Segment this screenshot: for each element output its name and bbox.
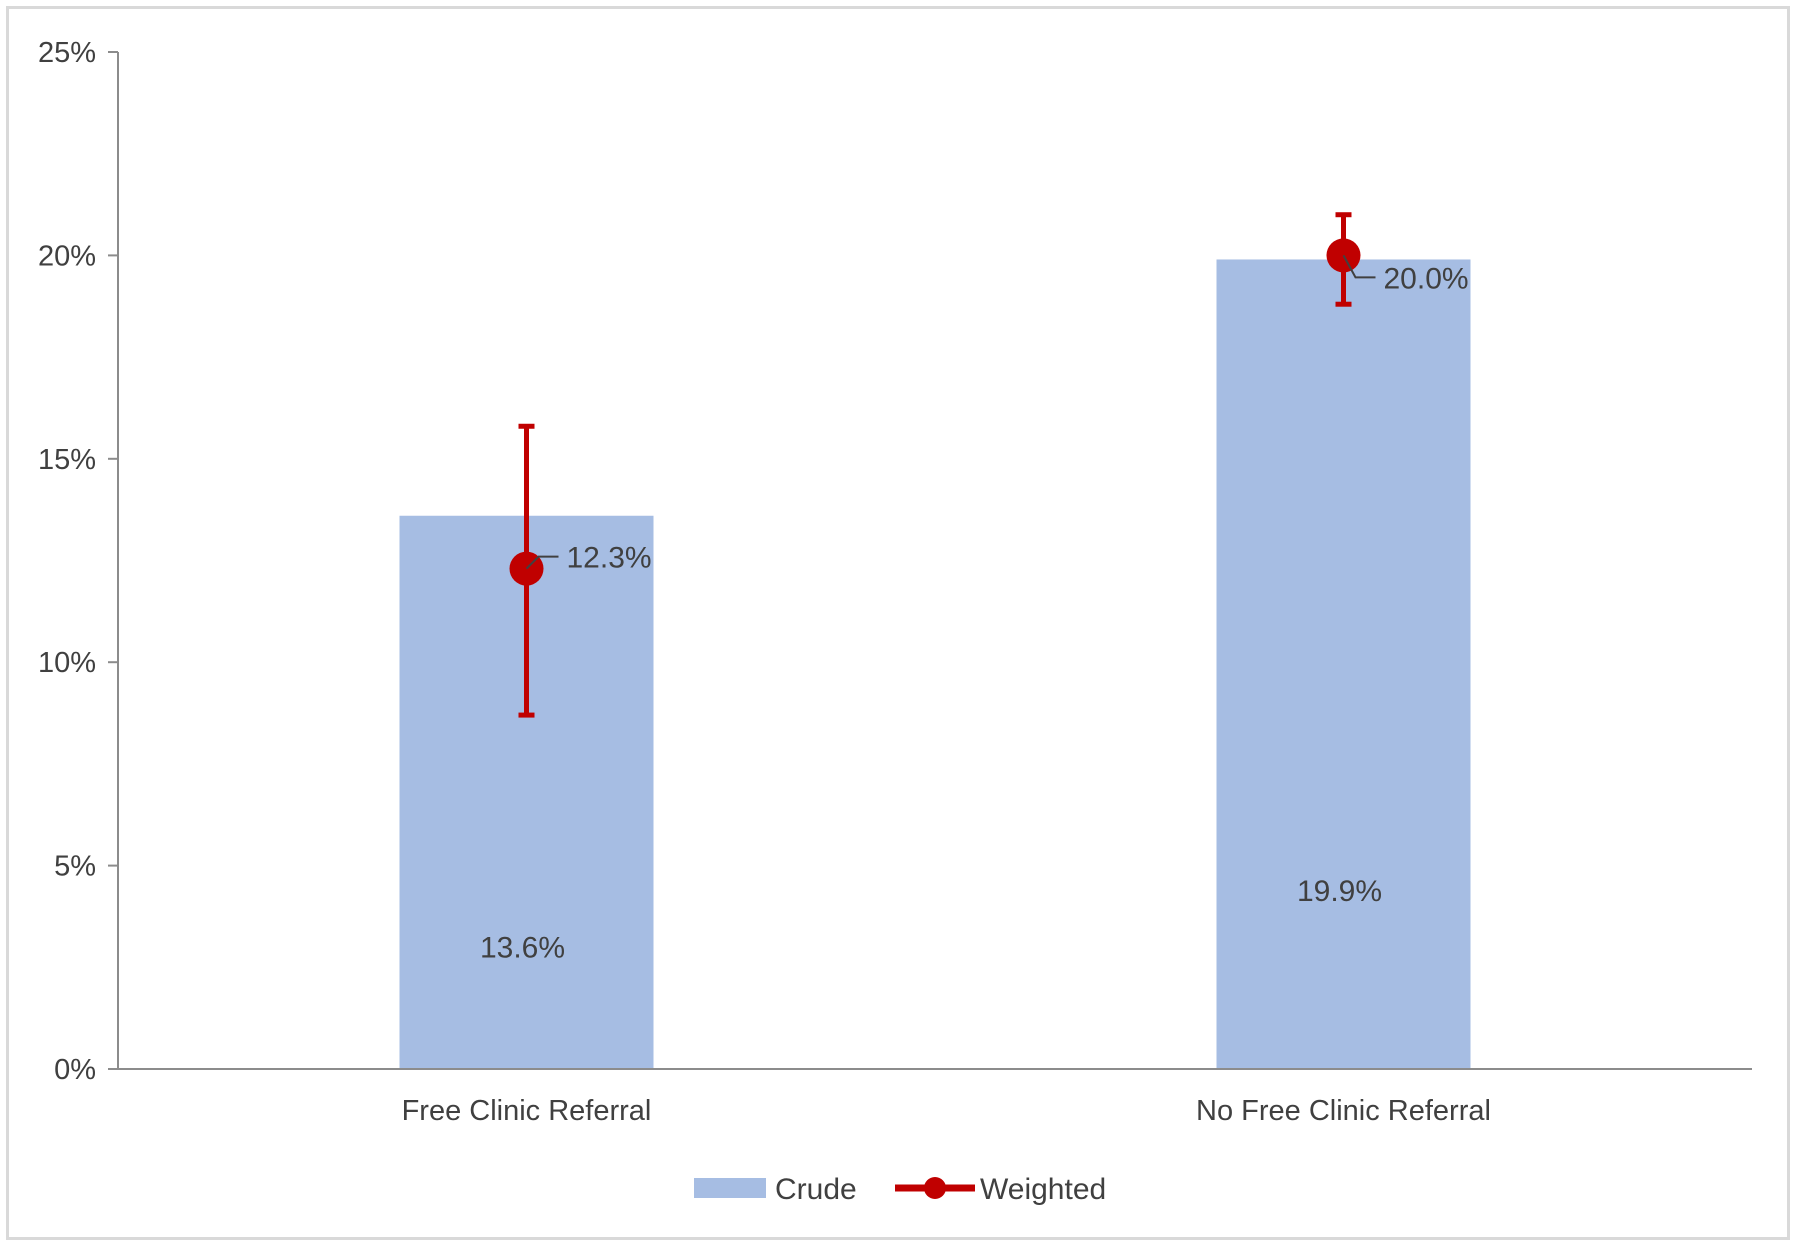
y-tick-label: 5%: [54, 851, 96, 883]
bar-chart: 0% 5% 10% 15% 20% 25% Free Clinic Referral No …: [38, 37, 1752, 1206]
bar-crude-1: [1216, 259, 1471, 1069]
y-tick-label: 20%: [38, 240, 96, 272]
y-tick-label: 0%: [54, 1054, 96, 1086]
point-value-label: 12.3%: [567, 542, 652, 575]
bar-value-label: 19.9%: [1297, 875, 1382, 908]
bar-value-label: 13.6%: [480, 931, 565, 964]
legend-label-crude: Crude: [775, 1173, 857, 1206]
chart-frame: 0% 5% 10% 15% 20% 25% Free Clinic Referral No …: [6, 6, 1790, 1240]
leader-line: [525, 555, 559, 570]
x-category-label: Free Clinic Referral: [402, 1095, 652, 1127]
y-tick-label: 25%: [38, 37, 96, 69]
point-value-label: 20.0%: [1384, 262, 1469, 295]
y-tick-label: 10%: [38, 647, 96, 679]
legend-marker-weighted: [924, 1177, 946, 1199]
y-tick-label: 15%: [38, 444, 96, 476]
legend-label-weighted: Weighted: [980, 1173, 1106, 1206]
legend-swatch-crude: [694, 1178, 766, 1198]
leader-line: [1342, 254, 1376, 279]
x-category-label: No Free Clinic Referral: [1196, 1095, 1491, 1127]
